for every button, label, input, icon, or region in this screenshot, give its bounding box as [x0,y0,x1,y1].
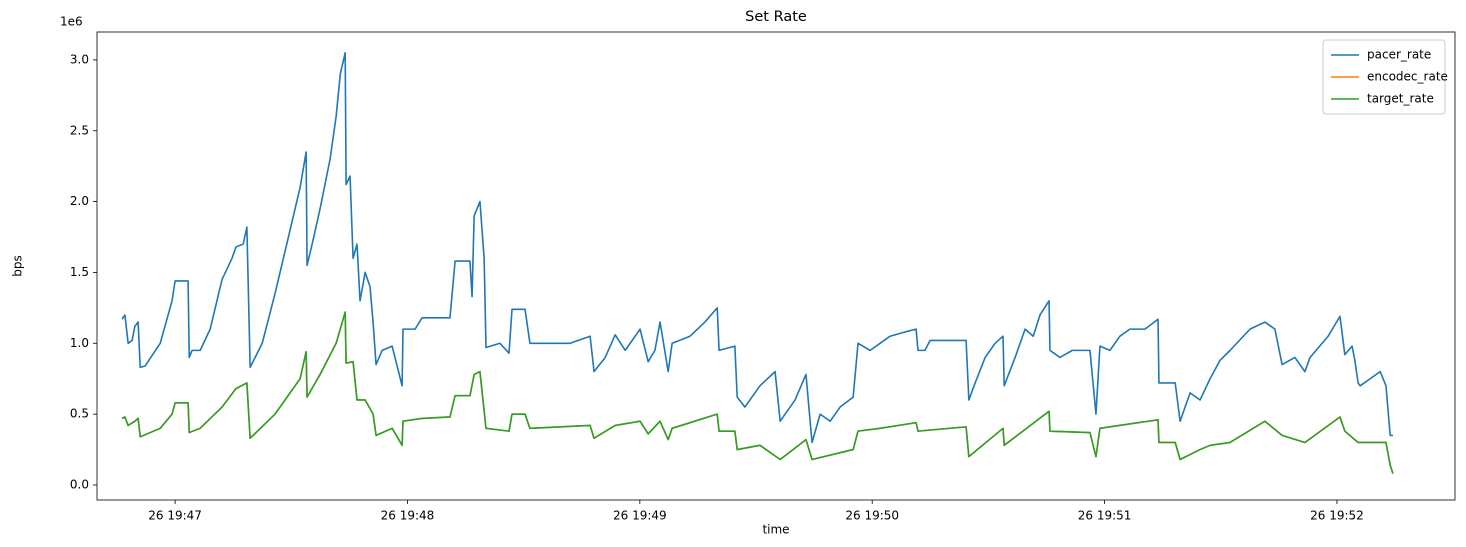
y-tick-label: 1.0 [70,336,89,350]
legend: pacer_rate encodec_rate target_rate [1322,39,1448,115]
x-axis-label: time [762,523,789,537]
x-tick-label: 26 19:48 [381,509,435,523]
y-tick-label: 2.0 [70,194,89,208]
x-tick-label: 26 19:50 [845,509,899,523]
y-tick-label: 1.5 [70,265,89,279]
y-tick-label: 0.0 [70,477,89,491]
legend-label: target_rate [1367,92,1434,106]
legend-box [1322,39,1446,115]
y-tick-label: 3.0 [70,52,89,66]
x-tick-label: 26 19:49 [613,509,667,523]
series-line [121,311,1394,474]
y-tick-label: 2.5 [70,123,89,137]
x-tick-label: 26 19:47 [148,509,202,523]
series-line [121,52,1393,444]
legend-label: pacer_rate [1367,48,1431,62]
y-offset-label: 1e6 [60,15,83,29]
chart-title: Set Rate [745,9,807,25]
x-tick-label: 26 19:52 [1310,509,1364,523]
plot-frame [96,31,1456,501]
x-tick-label: 26 19:51 [1078,509,1132,523]
legend-label: encodec_rate [1367,70,1448,84]
y-axis-label: bps [11,255,25,277]
y-tick-label: 0.5 [70,407,89,421]
